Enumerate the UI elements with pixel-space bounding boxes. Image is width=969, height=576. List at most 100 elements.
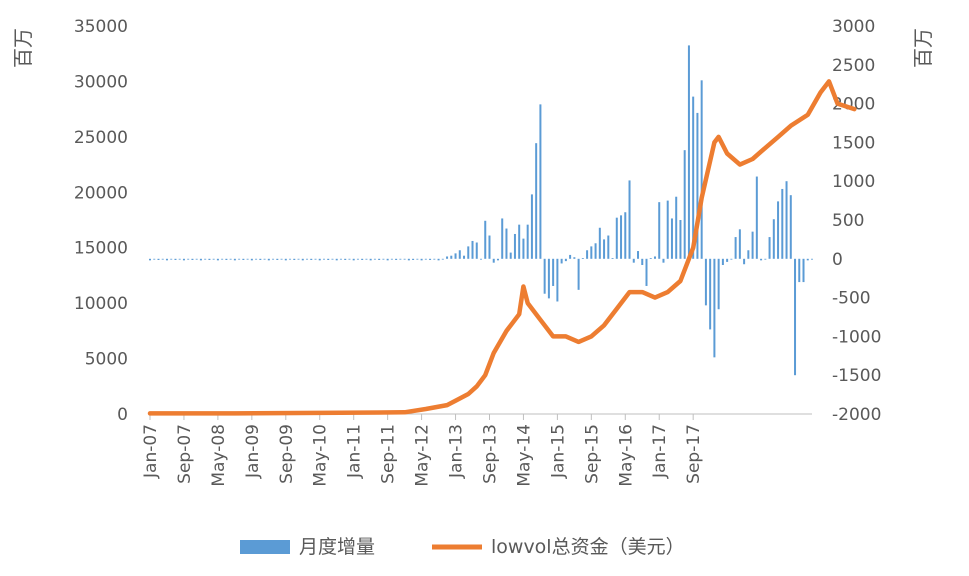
bar [768, 237, 771, 259]
bar [348, 258, 351, 260]
bar [569, 254, 572, 259]
bar [530, 194, 533, 259]
bar [437, 258, 440, 261]
bar [475, 242, 478, 259]
bar [560, 258, 563, 264]
bar-series [149, 45, 813, 376]
bar [365, 258, 368, 260]
bar [246, 258, 249, 260]
bar [641, 258, 644, 266]
legend-line-label: lowvol总资金（美元） [491, 536, 685, 558]
bar [284, 258, 287, 261]
bar [624, 212, 627, 259]
bar [182, 258, 185, 261]
bar [747, 250, 750, 259]
bar [488, 235, 491, 259]
bar [216, 258, 219, 261]
left-tick-label: 25000 [74, 128, 128, 148]
bar [297, 258, 300, 260]
bar [238, 258, 241, 260]
x-tick-label: Jan-17 [650, 424, 670, 479]
bar [280, 258, 283, 260]
x-tick-label: Sep-07 [175, 424, 195, 484]
bar [250, 258, 253, 261]
bar [407, 258, 410, 261]
bar [450, 255, 453, 259]
bar [221, 258, 224, 260]
bar [149, 258, 151, 261]
bar [632, 258, 635, 263]
bar [547, 258, 550, 299]
bar [658, 202, 661, 259]
bar [293, 258, 296, 260]
bar [174, 258, 177, 260]
bar [327, 258, 330, 260]
bar [339, 258, 342, 260]
bar [755, 176, 758, 259]
bar [412, 258, 415, 260]
bar [492, 258, 495, 263]
bar [429, 258, 432, 260]
left-axis-ticks: 0 5000 10000 15000 20000 25000 30000 35000 [74, 17, 128, 425]
bar [522, 238, 525, 259]
bar [700, 80, 703, 259]
bar [713, 258, 716, 358]
bar [556, 258, 559, 302]
legend-bar-swatch [240, 540, 290, 554]
bar [539, 104, 542, 259]
bar [573, 257, 576, 259]
bar [501, 218, 504, 259]
bar [212, 258, 215, 260]
bar [692, 96, 695, 259]
right-tick-label: 2000 [832, 95, 875, 115]
bar [653, 256, 656, 259]
bar [683, 150, 686, 259]
bar [603, 239, 606, 259]
bar [289, 258, 292, 260]
bar [382, 258, 385, 260]
bar [199, 258, 202, 261]
bar [191, 258, 194, 260]
right-tick-label: -2000 [832, 405, 881, 425]
bar [378, 258, 381, 260]
x-axis-ticks: Jan-07 Sep-07 May-08 Jan-09 Sep-09 May-10 Jan-… [141, 414, 704, 487]
x-tick-label: May-14 [514, 424, 534, 487]
bar [598, 227, 601, 259]
bar [157, 258, 160, 260]
right-axis-ticks: -2000 -1500 -1000 -500 0 500 1000 1500 2000 2500 3… [832, 17, 881, 425]
bar [586, 250, 589, 259]
bar [433, 258, 436, 260]
bar [552, 258, 555, 286]
x-tick-label: Jan-15 [548, 424, 568, 479]
bar [496, 258, 499, 261]
bar [806, 258, 809, 261]
bar [225, 258, 228, 260]
bar [484, 220, 487, 259]
bar [794, 258, 797, 376]
x-tick-label: Sep-09 [277, 424, 297, 484]
bar [403, 258, 406, 260]
bar [645, 258, 648, 286]
bar [535, 143, 538, 259]
bar [170, 258, 173, 260]
bar [369, 258, 372, 261]
bar [670, 218, 673, 259]
bar [577, 258, 580, 290]
bar [195, 258, 198, 260]
bar [704, 258, 707, 306]
bar [637, 251, 640, 259]
bar [679, 220, 682, 259]
bar [611, 258, 614, 259]
bar [590, 246, 593, 259]
bar [471, 240, 474, 259]
bar [458, 250, 461, 259]
bar [717, 258, 720, 310]
x-tick-label: May-16 [616, 424, 636, 487]
right-tick-label: -500 [832, 289, 871, 309]
bar [649, 258, 652, 259]
bar [373, 258, 376, 260]
left-tick-label: 10000 [74, 294, 128, 314]
bar [165, 258, 168, 261]
bar [229, 258, 232, 260]
bar [666, 200, 669, 259]
